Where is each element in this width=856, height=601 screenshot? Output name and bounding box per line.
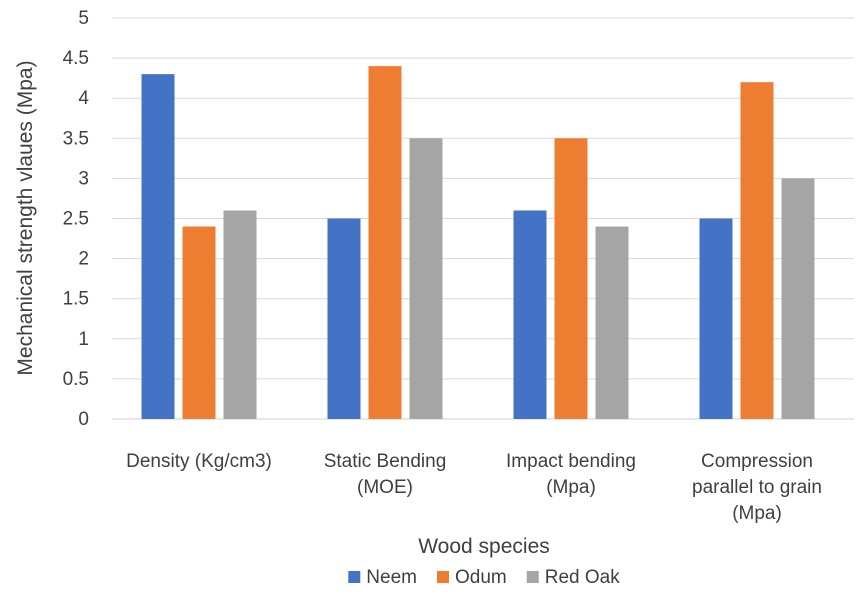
legend-swatch <box>348 571 361 583</box>
bar-neem <box>141 74 175 419</box>
bar-odum <box>554 138 588 420</box>
bar-neem <box>513 210 547 419</box>
bar-red-oak <box>595 226 629 419</box>
legend-swatch <box>436 571 449 583</box>
legend: Neem Odum Red Oak <box>348 567 620 588</box>
x-axis-title: Wood species <box>418 535 550 558</box>
x-category-label: (MOE) <box>357 477 413 498</box>
bar-odum <box>740 82 774 419</box>
x-category-label: parallel to grain <box>692 477 822 498</box>
bar-neem <box>327 218 361 419</box>
bar-odum <box>368 66 402 420</box>
y-tick-label: 2 <box>78 249 89 270</box>
legend-label: Odum <box>455 567 507 588</box>
y-tick-label: 1 <box>78 329 89 350</box>
x-category-label: (Mpa) <box>546 477 596 498</box>
y-tick-label: 2.5 <box>63 209 89 230</box>
x-category-label: Impact bending <box>506 451 636 472</box>
y-tick-label: 1.5 <box>63 289 89 310</box>
legend-label: Neem <box>366 567 417 588</box>
x-category-label: Density (Kg/cm3) <box>126 451 272 472</box>
bars <box>141 66 815 420</box>
legend-swatch <box>526 571 539 583</box>
y-tick-label: 4 <box>78 88 89 109</box>
y-axis-title: Mechanical strength vlaues (Mpa) <box>14 60 37 375</box>
bar-red-oak <box>781 178 815 419</box>
y-tick-label: 0.5 <box>63 369 89 390</box>
x-category-label: (Mpa) <box>732 503 782 524</box>
y-tick-label: 3 <box>78 168 89 189</box>
y-tick-label: 3.5 <box>63 128 89 149</box>
y-tick-label: 0 <box>78 409 89 430</box>
y-axis-ticks: 0 0.5 1 1.5 2 2.5 3 3.5 4 4.5 5 <box>63 8 90 430</box>
y-tick-label: 5 <box>78 8 89 29</box>
bar-red-oak <box>223 210 257 419</box>
bar-red-oak <box>409 138 443 420</box>
x-category-label: Compression <box>701 451 813 472</box>
legend-label: Red Oak <box>545 567 620 588</box>
x-axis-categories: Density (Kg/cm3) Static Bending (MOE) Impac… <box>126 451 822 524</box>
x-category-label: Static Bending <box>324 451 447 472</box>
bar-neem <box>699 218 733 419</box>
y-tick-label: 4.5 <box>63 48 89 69</box>
bar-odum <box>182 226 216 419</box>
